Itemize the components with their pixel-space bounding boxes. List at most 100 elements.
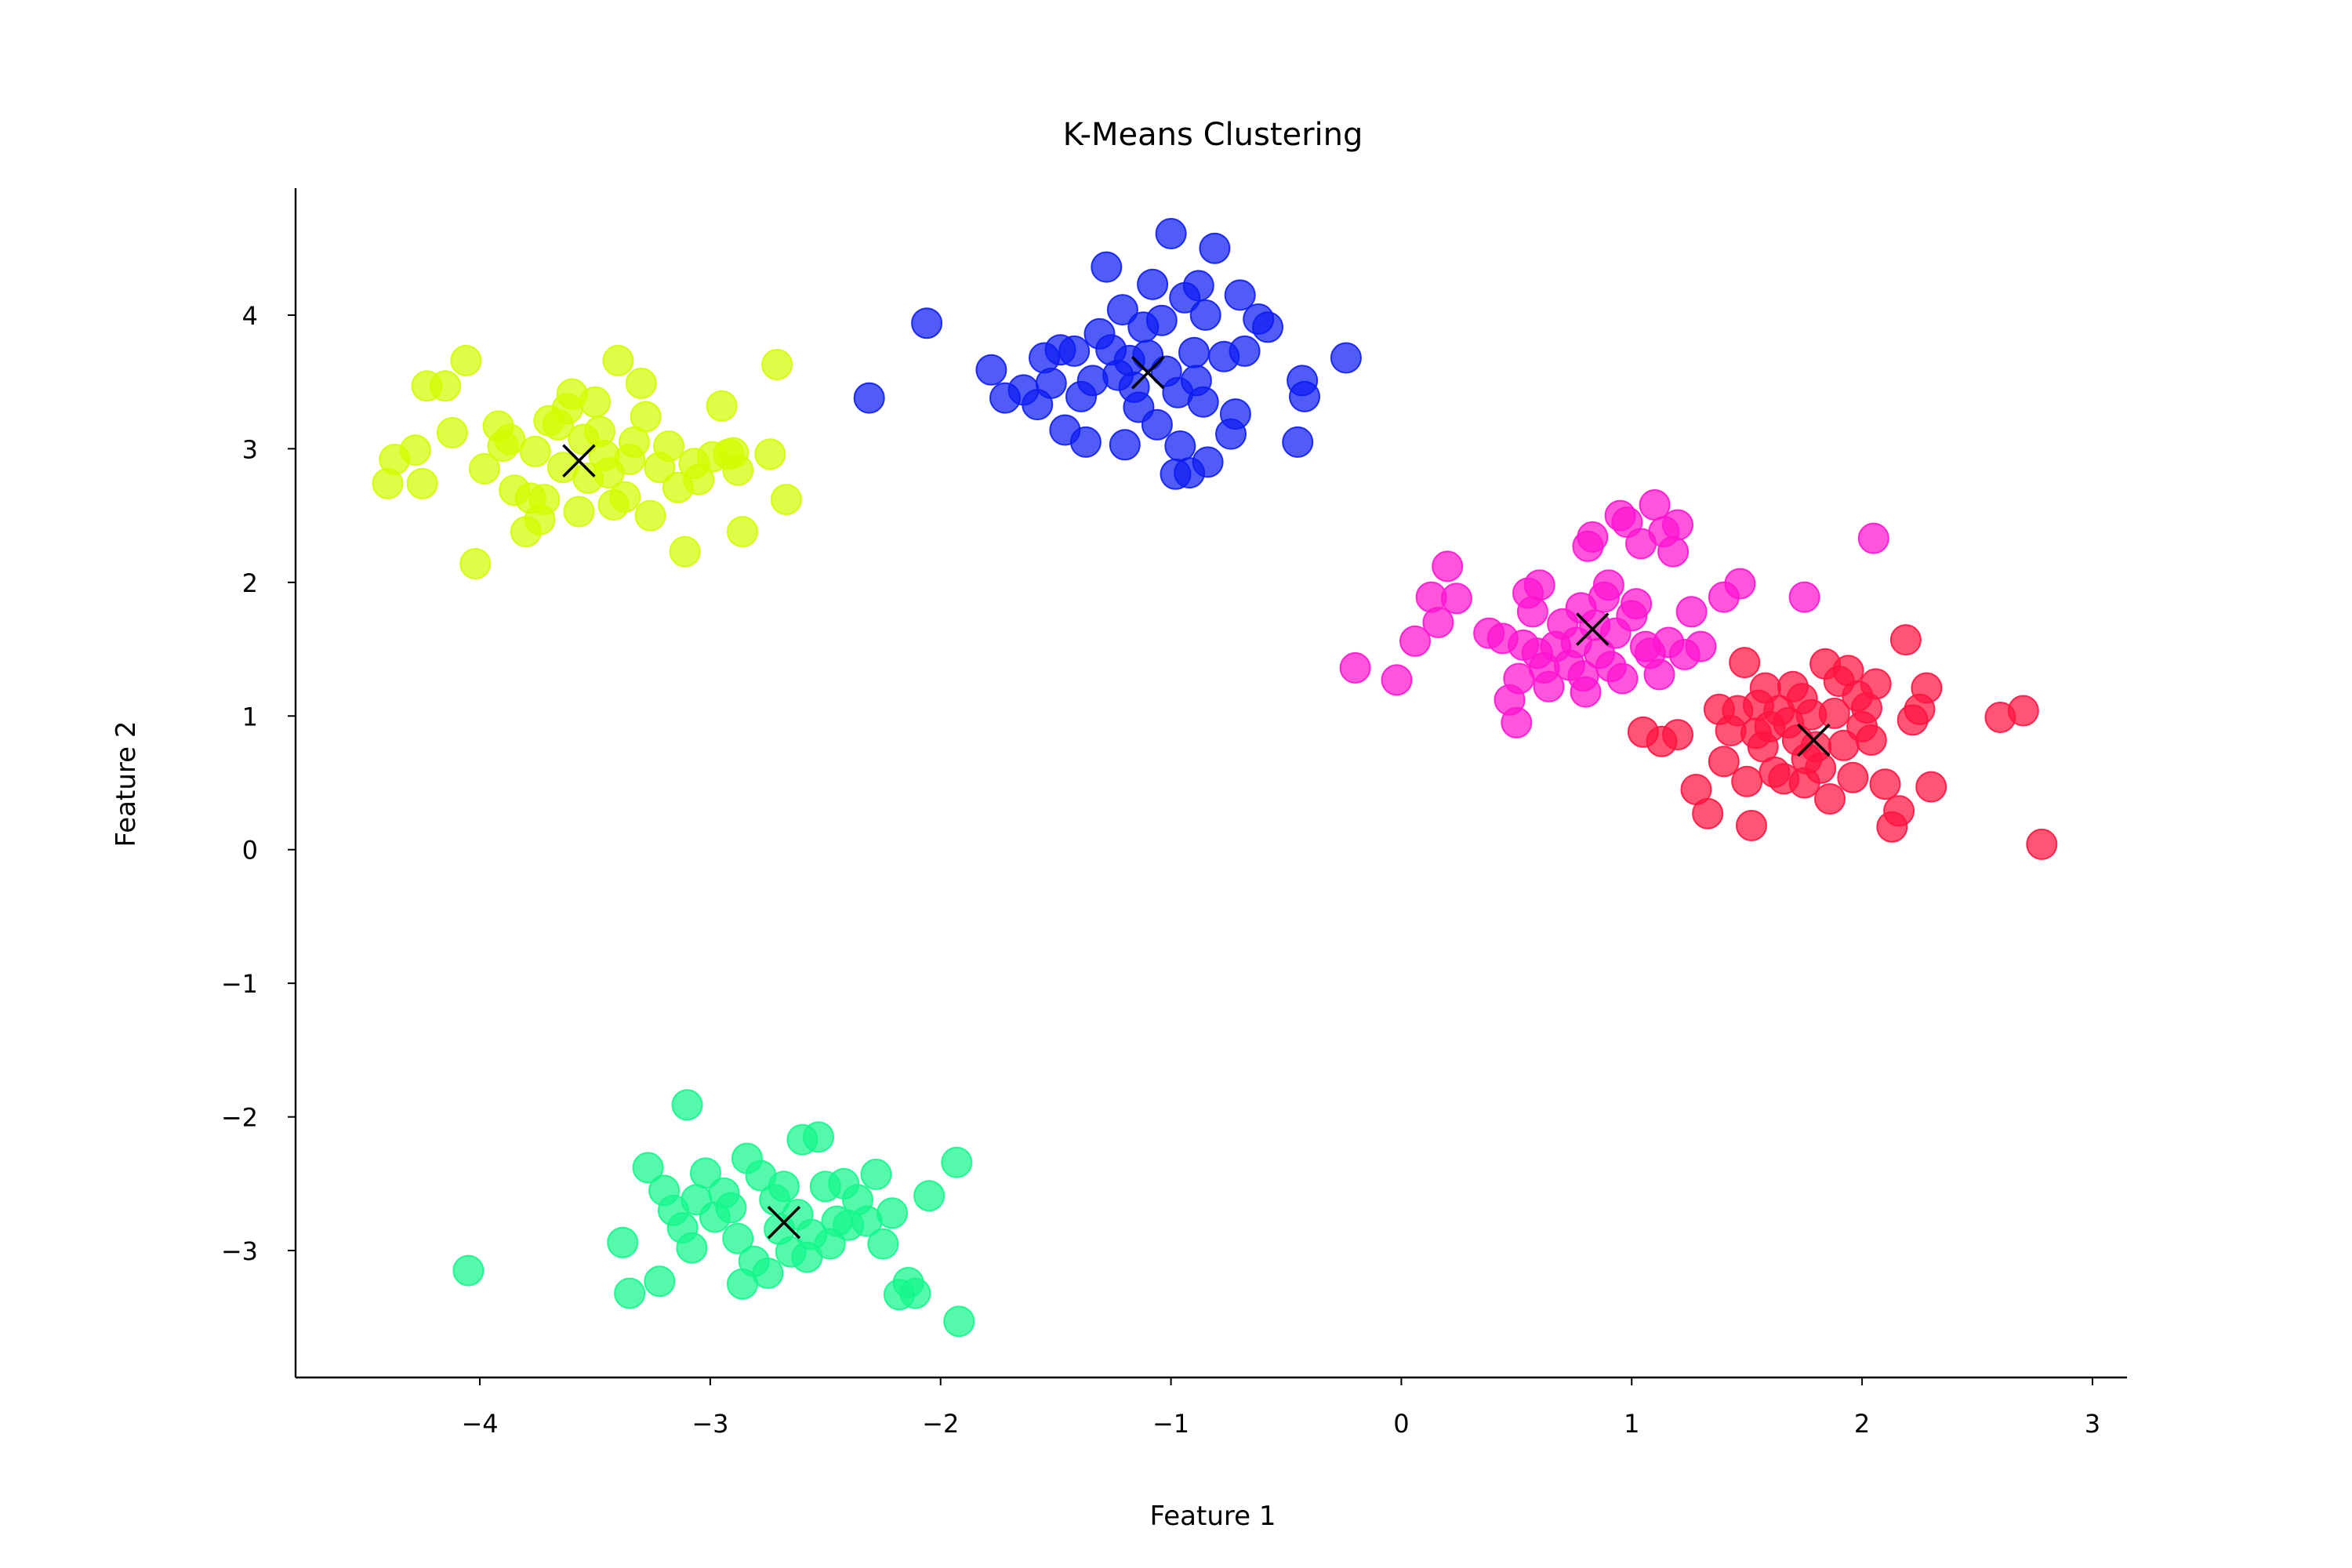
x-tick-label: −2: [922, 1409, 959, 1439]
cluster-5-point: [722, 1222, 754, 1254]
cluster-4-point: [1911, 672, 1943, 704]
cluster-1-point: [669, 535, 701, 568]
cluster-2-point: [1289, 380, 1320, 412]
cluster-4-point: [2026, 828, 2058, 860]
cluster-1-point: [625, 367, 657, 399]
cluster-2-point: [1109, 429, 1141, 461]
cluster-2-point: [1145, 304, 1178, 336]
cluster-1-point: [754, 438, 786, 470]
cluster-2-point: [911, 307, 943, 339]
cluster-2-point: [1282, 426, 1314, 458]
cluster-1-point: [579, 386, 611, 418]
cluster-1-point: [609, 481, 641, 513]
cluster-3-centroid-marker: [1576, 612, 1610, 646]
y-tick-label: −1: [221, 969, 258, 999]
cluster-4-point: [1837, 761, 1869, 793]
cluster-5-centroid-marker: [767, 1206, 801, 1240]
cluster-3-point: [1516, 596, 1548, 628]
cluster-1-point: [406, 467, 438, 499]
cluster-5-point: [867, 1228, 899, 1260]
y-tick-label: 3: [242, 434, 258, 464]
cluster-1-point: [630, 401, 662, 433]
cluster-1-point: [450, 344, 482, 376]
cluster-4-point: [1708, 746, 1740, 778]
cluster-4-point: [1818, 697, 1850, 729]
cluster-3-point: [1606, 662, 1639, 695]
cluster-1-point: [602, 344, 634, 376]
cluster-5-point: [644, 1265, 676, 1298]
cluster-1-point: [528, 484, 561, 516]
x-tick-label: 1: [1624, 1409, 1639, 1439]
cluster-3-point: [1675, 596, 1708, 628]
y-tick-label: −2: [221, 1103, 258, 1133]
cluster-2-centroid-marker: [1131, 355, 1165, 390]
cluster-3-point: [1657, 535, 1690, 568]
cluster-3-point: [1592, 569, 1624, 601]
cluster-3-point: [1440, 583, 1472, 615]
cluster-5-point: [941, 1146, 973, 1178]
cluster-4-point: [1869, 768, 1901, 800]
cluster-3-point: [1501, 706, 1533, 739]
cluster-1-point: [563, 495, 595, 528]
cluster-5-point: [860, 1158, 892, 1190]
cluster-2-point: [1189, 299, 1221, 331]
cluster-4-point: [1915, 771, 1947, 803]
cluster-4-centroid-marker: [1797, 723, 1831, 757]
cluster-2-point: [1076, 365, 1109, 397]
cluster-4-point: [1814, 783, 1846, 815]
cluster-5-point: [671, 1089, 703, 1121]
cluster-3-point: [1533, 670, 1565, 702]
cluster-1-point: [436, 416, 468, 448]
chart-title: K-Means Clustering: [1063, 117, 1363, 153]
y-tick-label: 4: [242, 301, 258, 331]
y-tick-label: −3: [221, 1236, 258, 1266]
cluster-2-point: [1252, 311, 1283, 343]
cluster-1-point: [722, 454, 754, 486]
cluster-1-point: [430, 370, 461, 402]
cluster-2-point: [1106, 294, 1138, 326]
cluster-3-point: [1577, 521, 1609, 553]
cluster-3-point: [1432, 550, 1464, 583]
cluster-3-point: [1621, 588, 1653, 620]
y-tick-label: 1: [242, 702, 258, 731]
cluster-5-point: [752, 1258, 784, 1289]
cluster-4-point: [1731, 765, 1763, 797]
cluster-5-point: [676, 1232, 708, 1264]
cluster-3-point: [1643, 659, 1675, 691]
cluster-2-point: [1229, 335, 1261, 367]
x-tick-label: 2: [1854, 1409, 1870, 1439]
cluster-1-point: [770, 484, 802, 516]
cluster-5-point: [632, 1152, 664, 1184]
cluster-2-point: [1219, 398, 1251, 430]
cluster-2-point: [1192, 446, 1224, 478]
cluster-3-point: [1857, 522, 1889, 554]
cluster-4-point: [1805, 752, 1837, 784]
x-tick-label: −3: [691, 1409, 728, 1439]
x-axis-label: Feature 1: [1150, 1501, 1276, 1532]
y-tick-label: 2: [242, 568, 258, 598]
x-tick-label: 3: [2085, 1409, 2100, 1439]
cluster-3-point: [1570, 676, 1602, 708]
cluster-5-point: [877, 1197, 908, 1229]
cluster-4-point: [1855, 724, 1887, 756]
cluster-4-point: [1883, 795, 1915, 827]
cluster-2-point: [1058, 335, 1091, 367]
cluster-1-point: [399, 434, 431, 466]
cluster-2-point: [1187, 386, 1219, 418]
cluster-5-point: [607, 1226, 639, 1258]
cluster-1-point: [727, 516, 758, 548]
cluster-3-point: [1788, 581, 1820, 613]
cluster-4-point: [2007, 695, 2039, 727]
cluster-3-point: [1399, 625, 1431, 657]
cluster-5-point: [913, 1180, 946, 1212]
cluster-5-point: [614, 1277, 646, 1309]
cluster-2-point: [1224, 279, 1256, 311]
cluster-3-point: [1724, 568, 1756, 600]
cluster-4-point: [1729, 647, 1761, 679]
cluster-1-point: [519, 435, 551, 467]
cluster-5-point: [715, 1192, 747, 1224]
cluster-3-point: [1523, 569, 1555, 601]
cluster-3-point: [1685, 630, 1717, 662]
data-points: [372, 218, 2058, 1338]
